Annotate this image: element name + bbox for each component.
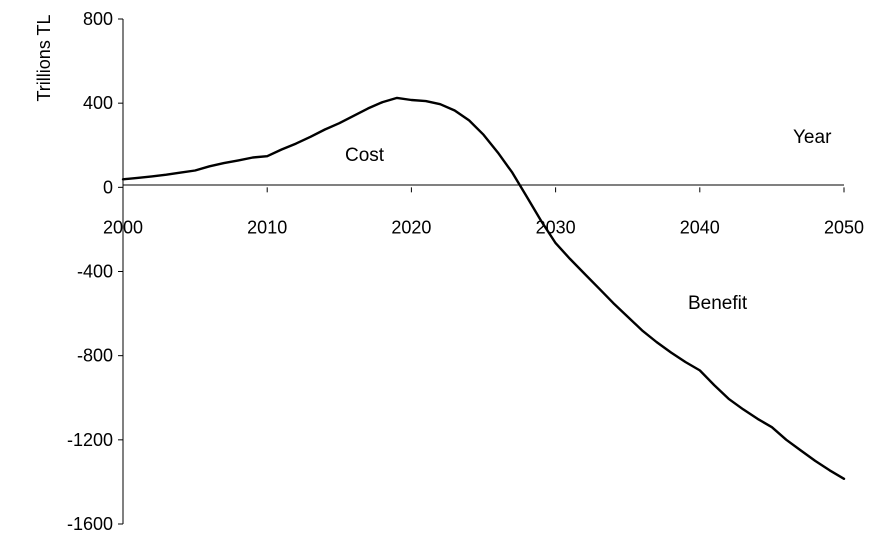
y-axis-title: Trillions TL: [34, 14, 54, 101]
cost-label: Cost: [345, 145, 385, 166]
y-tick-label: -1600: [67, 514, 113, 534]
x-axis: 2000 2010 2020 2030 2040 2050: [103, 184, 864, 237]
x-tick-label: 2050: [824, 217, 864, 237]
x-tick-label: 2040: [680, 217, 720, 237]
x-tick-label: 2010: [247, 217, 287, 237]
x-tick-label: 2000: [103, 217, 143, 237]
series-line: [121, 96, 846, 480]
y-tick-label: 800: [83, 9, 113, 29]
x-tick-label: 2020: [391, 217, 431, 237]
y-tick-label: -400: [77, 262, 113, 282]
x-axis-title: Year: [793, 127, 832, 148]
x-tick-label: 2030: [536, 217, 576, 237]
y-tick-label: -800: [77, 346, 113, 366]
y-tick-label: -1200: [67, 430, 113, 450]
y-tick-label: 0: [103, 177, 113, 197]
y-axis: 800 400 0 -400 -800 -1200 -1600: [67, 9, 124, 534]
y-tick-label: 400: [83, 93, 113, 113]
benefit-label: Benefit: [688, 293, 748, 314]
